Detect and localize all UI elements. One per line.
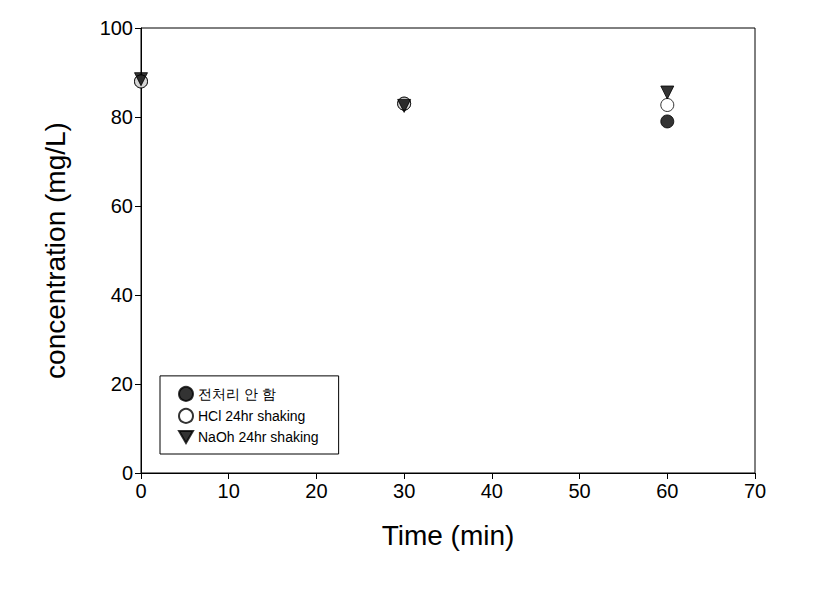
svg-text:10: 10 [218, 480, 240, 502]
svg-text:0: 0 [135, 480, 146, 502]
svg-text:20: 20 [305, 480, 327, 502]
svg-text:60: 60 [111, 195, 133, 217]
svg-text:Time (min): Time (min) [382, 520, 515, 551]
svg-text:전처리 안 함: 전처리 안 함 [198, 386, 276, 402]
svg-text:50: 50 [568, 480, 590, 502]
svg-text:60: 60 [656, 480, 678, 502]
svg-text:NaOh 24hr shaking: NaOh 24hr shaking [198, 429, 319, 445]
svg-text:30: 30 [393, 480, 415, 502]
svg-text:0: 0 [122, 462, 133, 484]
svg-text:100: 100 [100, 17, 133, 39]
svg-text:40: 40 [111, 284, 133, 306]
svg-text:40: 40 [481, 480, 503, 502]
svg-text:80: 80 [111, 106, 133, 128]
svg-text:70: 70 [744, 480, 766, 502]
svg-text:HCl 24hr shaking: HCl 24hr shaking [198, 408, 305, 424]
svg-text:20: 20 [111, 373, 133, 395]
svg-text:concentration (mg/L): concentration (mg/L) [40, 122, 71, 379]
